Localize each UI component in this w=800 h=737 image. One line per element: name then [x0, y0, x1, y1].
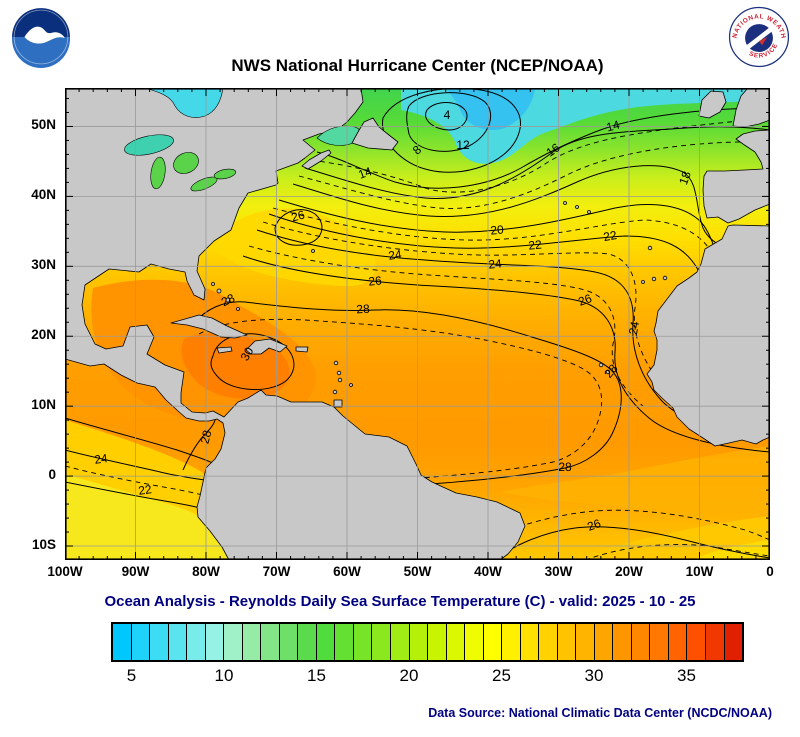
- colorbar-segment: [706, 624, 725, 660]
- colorbar-segment: [261, 624, 280, 660]
- colorbar-tick-labels: 5 10 15 20 25 30 35: [113, 666, 742, 690]
- colorbar-segment: [409, 624, 429, 660]
- colorbar-segment: [576, 624, 595, 660]
- longitude-axis: 100W 90W 80W 70W 60W 50W 40W 30W 20W 10W 0: [47, 564, 773, 586]
- colorbar-segment: [316, 624, 336, 660]
- lat-tick-label: 50N: [31, 117, 56, 133]
- seagull-icon: [24, 26, 65, 44]
- lat-tick-label: 30N: [31, 257, 56, 273]
- lat-tick-label: 40N: [31, 187, 56, 203]
- lon-tick-label: 60W: [333, 564, 361, 579]
- colorbar-segment: [502, 624, 521, 660]
- figure-caption: Ocean Analysis - Reynolds Daily Sea Surf…: [104, 593, 696, 610]
- colorbar-segment: [187, 624, 206, 660]
- colorbar-tick-label: 35: [677, 666, 696, 685]
- colorbar-segment: [650, 624, 669, 660]
- colorbar-segment: [613, 624, 632, 660]
- cuba: [170, 314, 248, 339]
- colorbar-segment: [353, 624, 373, 660]
- lat-tick-label: 0: [48, 467, 56, 483]
- newfoundland: [351, 117, 399, 151]
- colorbar-tick-label: 25: [492, 666, 511, 685]
- colorbar-segment: [594, 624, 614, 660]
- colorbar-segment: [242, 624, 262, 660]
- britain: [732, 88, 770, 128]
- contour-layer: [65, 88, 770, 560]
- puerto-rico: [295, 346, 309, 353]
- noaa-logo: [12, 8, 70, 68]
- americas-landmass: [65, 88, 526, 560]
- lat-tick-label: 20N: [31, 327, 56, 343]
- lon-tick-label: 10W: [685, 564, 714, 579]
- colorbar-segment: [446, 624, 466, 660]
- colorbar-segment: [483, 624, 503, 660]
- nova-scotia: [301, 149, 332, 170]
- colorbar-segment: [687, 624, 706, 660]
- colorbar-segment: [279, 624, 299, 660]
- colorbar-segment: [372, 624, 391, 660]
- page-title: NWS National Hurricane Center (NCEP/NOAA…: [231, 56, 604, 75]
- colorbar-segment: [168, 624, 188, 660]
- colorbar-tick-label: 15: [307, 666, 326, 685]
- colorbar-segment: [224, 624, 243, 660]
- grid-lines: [65, 88, 770, 560]
- data-source-credit: Data Source: National Climatic Data Cent…: [428, 706, 772, 720]
- lon-tick-label: 90W: [121, 564, 150, 579]
- colorbar-segment: [335, 624, 354, 660]
- trinidad: [333, 399, 343, 408]
- lat-tick-label: 10S: [31, 537, 56, 552]
- colorbar-segment: [428, 624, 447, 660]
- colorbar-segment: [520, 624, 540, 660]
- colorbar-segment: [631, 624, 651, 660]
- africa: [646, 224, 770, 447]
- lon-tick-label: 40W: [474, 564, 502, 579]
- colorbar-tick-label: 20: [399, 666, 419, 685]
- colorbar-segment: [131, 624, 151, 660]
- colorbar-segment: [150, 624, 169, 660]
- sst-map: 4 8 12 14 14 16 18 20 22 22 24 24 26 26 26 28 28 30 24 28 28…: [65, 88, 770, 560]
- inland-water: [124, 88, 362, 192]
- latitude-axis: 50N 40N 30N 20N 10N 0 10S: [12, 88, 60, 560]
- colorbar-segment: [205, 624, 225, 660]
- lon-tick-label: 100W: [47, 564, 83, 579]
- colorbar-segment: [724, 624, 743, 660]
- sst-map-canvas: [65, 88, 770, 560]
- colorbar-tick-label: 10: [214, 666, 234, 685]
- jamaica: [216, 346, 233, 354]
- colorbar-segment: [668, 624, 688, 660]
- small-islands: [211, 201, 668, 395]
- lat-tick-label: 10N: [31, 397, 56, 413]
- lon-tick-label: 0: [766, 564, 774, 579]
- lon-tick-label: 20W: [615, 564, 643, 579]
- colorbar-segment: [298, 624, 317, 660]
- land-layer: [65, 88, 770, 560]
- lon-tick-label: 30W: [544, 564, 573, 579]
- colorbar-tick-label: 30: [584, 666, 604, 685]
- france-iberia: [702, 129, 770, 224]
- map-frame: [65, 88, 770, 560]
- nws-logo: NATIONAL WEATHER SERVICE: [728, 6, 790, 68]
- colorbar-segment: [113, 624, 132, 660]
- colorbar-tick-label: 5: [126, 666, 137, 685]
- colorbar-segment: [390, 624, 410, 660]
- lon-tick-label: 80W: [192, 564, 220, 579]
- colorbar-segment: [557, 624, 577, 660]
- colorbar-segment: [539, 624, 558, 660]
- temperature-colorbar: [111, 622, 744, 662]
- colorbar-segment: [465, 624, 484, 660]
- lon-tick-label: 50W: [403, 564, 432, 579]
- nws-flag-icon: [759, 37, 768, 46]
- lon-tick-label: 70W: [262, 564, 291, 579]
- ireland: [698, 90, 727, 119]
